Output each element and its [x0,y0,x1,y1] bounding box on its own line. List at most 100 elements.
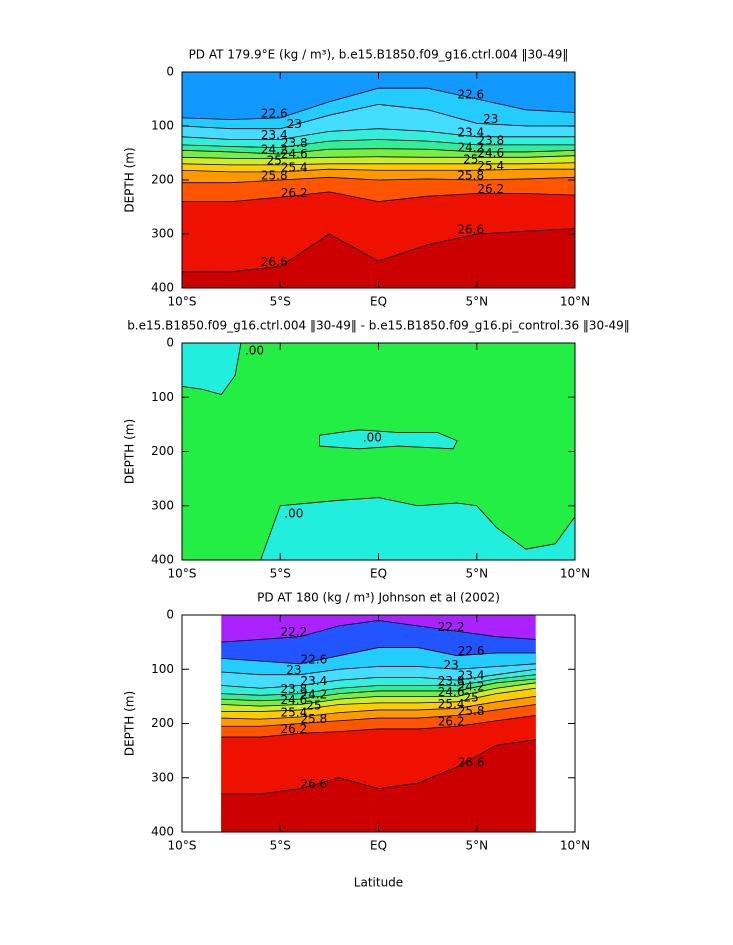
contour-label: 25 [463,690,478,704]
contour-label: 22.6 [457,88,484,102]
contour-line [221,682,536,707]
contour-label: 24.2 [457,140,484,154]
contour-label: 25 [306,698,321,712]
x-tick-label: EQ [370,839,387,853]
contour-label: .00 [363,430,382,444]
contour-line [221,663,536,676]
x-tick-label: 10°N [560,295,590,309]
y-axis-label: DEPTH (m) [123,419,137,484]
contour-label: 26.2 [281,722,308,736]
contour-label: 26.2 [477,182,504,196]
y-tick-label: 300 [151,227,174,241]
contour-label: 25.8 [261,169,288,183]
contour-label: 22.6 [261,106,288,120]
x-tick-label: 5°S [270,295,291,309]
contour-line [181,162,576,166]
contour-label: 25.4 [281,160,308,174]
contour-label: 25 [267,153,282,167]
contour-label: 23.8 [438,674,465,688]
x-tick-label: 10°S [168,295,197,309]
contour-band [182,228,575,288]
contour-line [221,678,536,702]
contour-label: 26.2 [438,715,465,729]
contour-label: .00 [284,506,303,520]
y-tick-label: 400 [151,553,174,567]
contour-line [182,176,576,184]
contour-label: 23 [483,112,498,126]
x-tick-label: 5°N [465,839,488,853]
contour-line [181,139,575,149]
x-tick-label: 10°N [560,839,590,853]
contour-line [221,687,536,712]
contour-label: 24.6 [281,693,308,707]
contour-label: 24.2 [458,679,485,693]
contour-line [181,128,575,140]
contour-label: 22.2 [281,625,308,639]
contour-label: 22.2 [438,620,465,634]
y-axis-label: DEPTH (m) [123,147,137,212]
x-tick-label: 10°N [560,567,590,581]
chart-title: PD AT 180 (kg / m³) Johnson et al (2002) [257,591,500,605]
contour-label: 26.6 [301,777,328,791]
contour-label: 25.4 [438,697,465,711]
y-tick-label: 0 [166,65,174,79]
x-axis-label: Latitude [354,876,403,890]
x-tick-label: EQ [370,567,387,581]
contour-label: 24.6 [281,147,308,161]
contour-label: 24.6 [477,146,504,160]
contour-label: 25.8 [301,712,328,726]
contour-line [182,191,576,203]
contour-line [221,647,536,665]
contour-label: 23.8 [281,136,308,150]
contour-label: 23.4 [261,128,288,142]
contour-label: 24.6 [438,685,465,699]
contour-line [221,668,536,689]
contour-line [181,87,576,120]
contour-label: 24.2 [301,688,328,702]
contour-label: 26.6 [457,223,484,237]
y-tick-label: 400 [151,281,174,295]
contour-line [182,228,576,273]
contour-label: 24.2 [261,143,288,157]
contour-line [181,168,575,173]
contour-line [181,103,575,130]
region [319,429,458,450]
contour-label: 23 [443,658,458,672]
contour-label: 25.8 [457,169,484,183]
contour-line [181,155,576,159]
contour-line [221,739,536,795]
contour-label: 25.4 [477,159,504,173]
y-tick-label: 100 [151,390,174,404]
contour-line [221,695,536,720]
contour-label: 23.4 [458,669,485,683]
x-tick-label: 5°S [270,567,291,581]
contour-line [221,714,536,738]
contour-label: 23 [286,663,301,677]
y-axis-label: DEPTH (m) [123,691,137,756]
x-tick-label: 5°N [465,295,488,309]
contour-label: 25.8 [458,704,485,718]
contour-label: 23 [287,117,302,131]
x-tick-label: EQ [370,295,387,309]
contour-label: 22.6 [458,644,485,658]
contour-label: 23.8 [281,682,308,696]
y-tick-label: 0 [166,608,174,622]
contour-label: 22.6 [301,652,328,666]
y-tick-label: 100 [151,119,174,133]
contour-label: 23.8 [477,133,504,147]
x-tick-label: 5°S [270,839,291,853]
y-tick-label: 200 [151,444,174,458]
contour-band [221,739,536,832]
y-tick-label: 100 [151,662,174,676]
chart-title: b.e15.B1850.f09_g16.ctrl.004 ‖30-49‖ - b… [127,319,630,333]
y-tick-label: 200 [151,173,174,187]
contour-label: 23.4 [457,125,484,139]
contour-line [221,704,536,727]
contour-label: .00 [245,344,264,358]
contour-label: 26.6 [261,255,288,269]
contour-label: 25.4 [281,705,308,719]
y-tick-label: 200 [151,716,174,730]
y-tick-label: 300 [151,498,174,512]
x-tick-label: 5°N [465,567,488,581]
